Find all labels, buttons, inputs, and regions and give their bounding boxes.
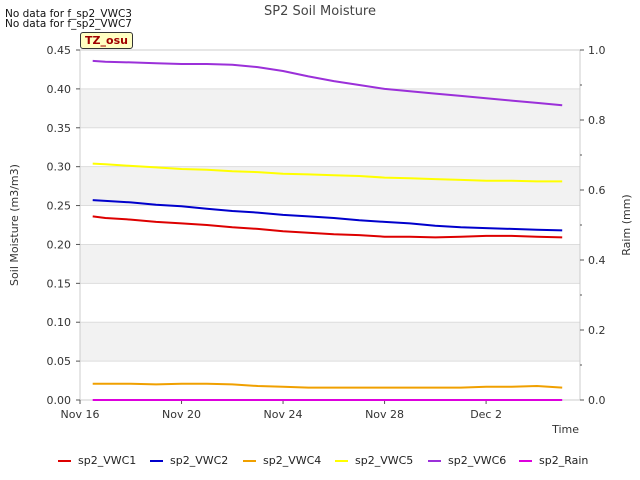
legend-label: sp2_VWC2 bbox=[170, 454, 229, 467]
y-tick-label: 0.25 bbox=[47, 200, 72, 213]
y-tick-label: 0.45 bbox=[47, 44, 72, 57]
y-axis-label: Soil Moisture (m3/m3) bbox=[8, 164, 21, 286]
background-bands bbox=[80, 88, 580, 362]
y2-axis-label: Raim (mm) bbox=[620, 194, 633, 255]
y-tick-label: 0.35 bbox=[47, 122, 72, 135]
y-tick-label: 0.15 bbox=[47, 277, 72, 290]
y-tick-label: 0.10 bbox=[47, 316, 72, 329]
series-line-sp2_VWC5 bbox=[92, 162, 563, 183]
y-tick-label: 0.30 bbox=[47, 161, 72, 174]
y-axis-ticks: 0.00 0.05 0.10 0.15 0.20 0.25 0.30 0.35 0.40 0.45 bbox=[47, 44, 80, 407]
legend-item-sp2_VWC4: sp2_VWC4 bbox=[243, 452, 321, 470]
legend-label: sp2_Rain bbox=[539, 454, 589, 467]
legend-swatch bbox=[519, 460, 532, 462]
chart-title: SP2 Soil Moisture bbox=[264, 4, 376, 19]
no-data-note-vwc7: No data for f_sp2_VWC7 bbox=[5, 18, 132, 30]
legend-item-sp2_VWC1: sp2_VWC1 bbox=[58, 452, 136, 470]
y2-tick-label: 0.2 bbox=[588, 324, 606, 337]
series-line-sp2_VWC2 bbox=[92, 199, 563, 232]
background-band bbox=[80, 166, 580, 206]
legend-swatch bbox=[428, 460, 441, 462]
x-tick-label: Nov 24 bbox=[264, 408, 303, 421]
x-tick-label: Nov 16 bbox=[61, 408, 100, 421]
series-line-sp2_VWC1 bbox=[92, 215, 563, 239]
series-line-sp2_VWC4 bbox=[92, 382, 563, 389]
y-tick-label: 0.20 bbox=[47, 238, 72, 251]
background-band bbox=[80, 244, 580, 284]
x-tick-label: Nov 20 bbox=[162, 408, 201, 421]
y2-tick-label: 1.0 bbox=[588, 44, 606, 57]
y-tick-label: 0.40 bbox=[47, 83, 72, 96]
background-band bbox=[80, 88, 580, 128]
legend-swatch bbox=[150, 460, 163, 462]
timezone-badge: TZ_osu bbox=[80, 32, 133, 49]
legend-label: sp2_VWC6 bbox=[448, 454, 507, 467]
legend-label: sp2_VWC5 bbox=[355, 454, 414, 467]
y-tick-label: 0.00 bbox=[47, 394, 72, 407]
y-tick-label: 0.05 bbox=[47, 355, 72, 368]
y2-tick-label: 0.8 bbox=[588, 114, 606, 127]
legend-swatch bbox=[243, 460, 256, 462]
x-axis-label: Time bbox=[551, 423, 579, 436]
x-tick-label: Dec 2 bbox=[470, 408, 502, 421]
legend-item-sp2_VWC2: sp2_VWC2 bbox=[150, 452, 228, 470]
y2-axis-ticks: 0.0 0.2 0.4 0.6 0.8 1.0 bbox=[580, 44, 606, 407]
series-line-sp2_VWC6 bbox=[92, 59, 563, 107]
legend: sp2_VWC1 sp2_VWC2 sp2_VWC4 sp2_VWC5 sp2_VWC6… bbox=[0, 452, 640, 470]
legend-label: sp2_VWC4 bbox=[263, 454, 322, 467]
no-data-note-vwc3: No data for f_sp2_VWC3 bbox=[5, 8, 132, 20]
y2-tick-label: 0.6 bbox=[588, 184, 606, 197]
y2-tick-label: 0.0 bbox=[588, 394, 606, 407]
x-tick-label: Nov 28 bbox=[365, 408, 404, 421]
y2-tick-label: 0.4 bbox=[588, 254, 606, 267]
legend-item-sp2_VWC6: sp2_VWC6 bbox=[428, 452, 506, 470]
legend-label: sp2_VWC1 bbox=[78, 454, 137, 467]
legend-item-sp2_Rain: sp2_Rain bbox=[519, 452, 588, 470]
background-band bbox=[80, 322, 580, 362]
series-lines bbox=[92, 59, 563, 401]
legend-item-sp2_VWC5: sp2_VWC5 bbox=[335, 452, 413, 470]
legend-swatch bbox=[58, 460, 71, 462]
legend-swatch bbox=[335, 460, 348, 462]
x-axis-ticks: Nov 16 Nov 20 Nov 24 Nov 28 Dec 2 bbox=[61, 400, 502, 421]
